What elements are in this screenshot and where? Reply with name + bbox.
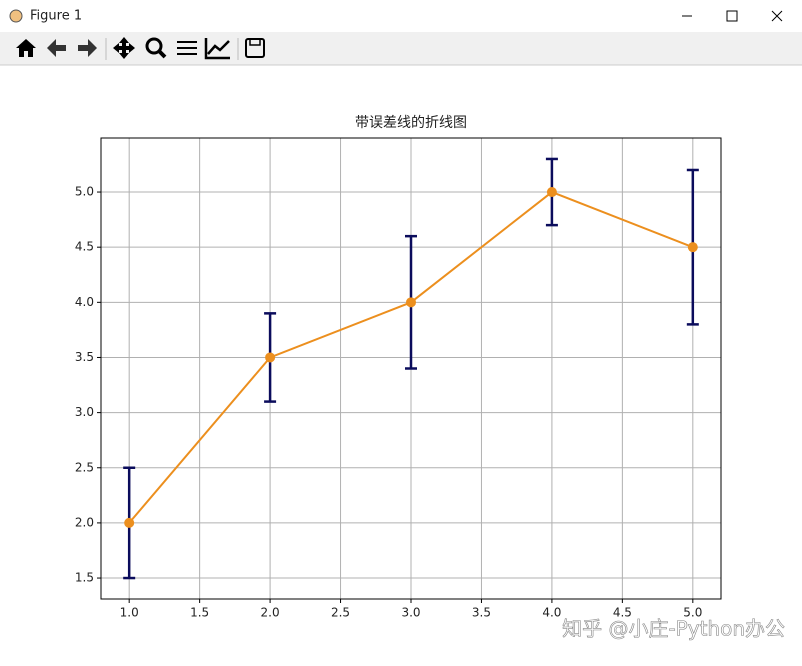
x-tick-label: 4.5 [613,606,632,620]
x-tick-label: 1.0 [120,606,139,620]
y-tick-label: 2.0 [75,515,94,529]
x-tick-label: 1.5 [190,606,209,620]
forward-button[interactable] [78,39,97,57]
zoom-handle [157,49,167,59]
home-button[interactable] [16,39,36,57]
window-title: Figure 1 [30,9,82,24]
y-tick-label: 2.5 [75,460,94,474]
watermark: 知乎 @小庄-Python办公 [562,617,785,641]
zoom-button[interactable] [145,37,163,55]
maximize-button[interactable] [726,10,738,22]
x-tick-label: 2.0 [261,606,280,620]
y-tick-label: 3.5 [75,350,94,364]
edit-axis-button[interactable] [204,38,230,60]
back-button[interactable] [47,39,66,57]
app-icon [9,9,23,23]
plot-area: 1.0 1.5 2.0 2.5 3.0 3.5 4.0 4.5 5.0 1.5 2.0 2.5 3.0 3… [75,137,722,620]
pan-button[interactable] [113,37,135,59]
data-point [546,187,557,198]
chart-title: 带误差线的折线图 [355,115,467,131]
data-point [124,517,135,528]
data-point [687,242,698,253]
configure-button[interactable] [177,41,197,55]
save-icon-part [249,38,261,46]
y-tick-label: 4.0 [75,295,94,309]
title-bar [0,0,802,32]
y-tick-label: 3.0 [75,405,94,419]
data-point [406,297,416,308]
x-tick-label: 2.5 [331,606,350,620]
y-tick-label: 1.5 [75,571,94,585]
axes-frame [100,137,722,600]
data-point [265,352,276,363]
x-tick-label: 4.0 [542,606,561,620]
y-tick-label: 4.5 [75,240,94,254]
x-tick-label: 5.0 [683,606,702,620]
close-button[interactable] [771,10,783,22]
x-tick-label: 3.5 [472,606,491,620]
y-tick-label: 5.0 [75,185,94,199]
x-tick-label: 3.0 [401,606,420,620]
